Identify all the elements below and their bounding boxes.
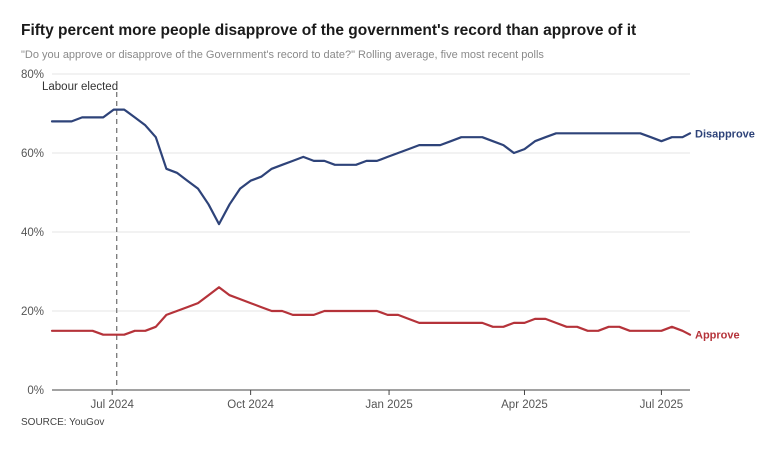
y-grid — [52, 73, 690, 391]
x-tick-label: Apr 2025 — [501, 399, 548, 411]
y-tick-label: 40% — [21, 227, 44, 239]
event-marker-label: Labour elected — [42, 81, 118, 93]
y-tick-label: 60% — [21, 148, 44, 160]
x-tick-label: Jan 2025 — [365, 399, 412, 411]
series-lines — [50, 108, 692, 336]
annotations: Labour elected — [42, 81, 118, 390]
series-label-disapprove: Disapprove — [695, 128, 755, 140]
chart-subtitle: "Do you approve or disapprove of the Gov… — [21, 49, 544, 61]
y-tick-label: 0% — [27, 385, 44, 397]
y-tick-label: 20% — [21, 306, 44, 318]
y-ticks: 0% 20% 40% 60% 80% — [21, 69, 44, 397]
x-tick-label: Jul 2024 — [90, 399, 134, 411]
x-ticks: Jul 2024 Oct 2024 Jan 2025 Apr 2025 Jul 2025 — [90, 390, 683, 411]
x-tick-label: Oct 2024 — [227, 399, 274, 411]
chart-title: Fifty percent more people disapprove of … — [21, 22, 637, 39]
series-line-disapprove — [50, 108, 692, 226]
series-line-approve — [50, 286, 692, 336]
series-labels: Disapprove Approve — [695, 128, 755, 341]
source-note: SOURCE: YouGov — [21, 417, 105, 428]
x-tick-label: Jul 2025 — [640, 399, 683, 411]
series-label-approve: Approve — [695, 330, 740, 342]
y-tick-label: 80% — [21, 69, 44, 81]
